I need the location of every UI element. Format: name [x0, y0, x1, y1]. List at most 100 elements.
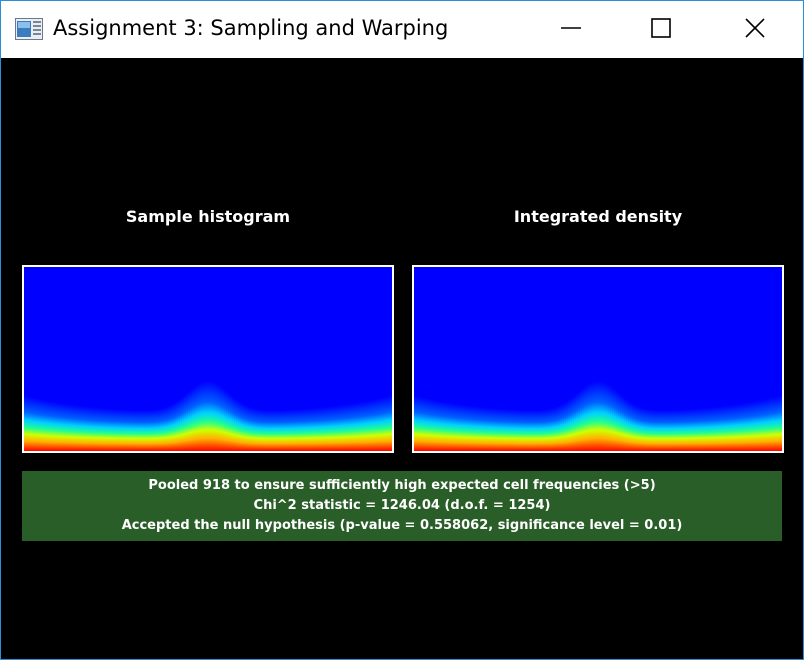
- density-band-column: [346, 404, 349, 451]
- density-band-column: [672, 409, 675, 451]
- density-band-column: [710, 407, 713, 451]
- density-band-column: [262, 409, 265, 451]
- chi-square-statistic: Chi^2 statistic = 1246.04 (d.o.f. = 1254…: [253, 498, 551, 513]
- render-canvas: Sample histogram Integrated density Pool…: [1, 58, 803, 659]
- density-band-column: [256, 408, 259, 451]
- density-band-column: [454, 403, 457, 451]
- density-band-column: [518, 409, 521, 451]
- density-band-column: [148, 409, 151, 451]
- density-band-column: [544, 409, 547, 451]
- density-band-column: [494, 408, 497, 451]
- close-icon: [745, 17, 765, 42]
- density-band-column: [486, 407, 489, 451]
- density-band-column: [570, 398, 573, 451]
- maximize-icon: [651, 17, 671, 42]
- density-band-column: [216, 383, 219, 451]
- density-band-column: [436, 400, 439, 451]
- maximize-button[interactable]: [638, 1, 684, 58]
- sample-histogram-heading: Sample histogram: [125, 207, 291, 226]
- density-band-column: [184, 394, 187, 451]
- density-band-column: [532, 410, 535, 451]
- density-band-column: [432, 399, 435, 451]
- sample-histogram-panel: [22, 265, 394, 453]
- density-band-column: [240, 402, 243, 451]
- density-band-column: [100, 407, 103, 451]
- density-band-column: [732, 404, 735, 451]
- density-band-column: [88, 406, 91, 451]
- density-band-column: [628, 401, 631, 451]
- density-band-column: [522, 409, 525, 451]
- density-band-column: [462, 404, 465, 451]
- density-band-column: [646, 408, 649, 451]
- density-band-column: [114, 408, 117, 451]
- density-band-column: [620, 394, 623, 451]
- density-band-column: [608, 384, 611, 451]
- density-band-column: [428, 398, 431, 451]
- density-band-column: [78, 405, 81, 451]
- density-band-column: [50, 401, 53, 451]
- density-band-column: [664, 410, 667, 451]
- density-band-column: [144, 410, 147, 451]
- density-band-column: [152, 409, 155, 451]
- density-band-column: [272, 410, 275, 451]
- density-band-column: [282, 409, 285, 451]
- density-band-column: [210, 381, 213, 451]
- density-band-column: [378, 398, 381, 451]
- density-band-column: [496, 408, 499, 451]
- density-band-column: [190, 389, 193, 451]
- density-band-column: [320, 407, 323, 451]
- density-band-column: [538, 409, 541, 451]
- density-band-column: [348, 403, 351, 451]
- density-band-column: [720, 406, 723, 451]
- chi-square-results: Pooled 918 to ensure sufficiently high e…: [22, 471, 782, 541]
- title-bar[interactable]: Assignment 3: Sampling and Warping: [1, 1, 803, 58]
- close-button[interactable]: [732, 1, 778, 58]
- density-band-column: [264, 409, 267, 451]
- density-band-column: [716, 406, 719, 451]
- density-band-column: [750, 401, 753, 451]
- density-band-column: [722, 405, 725, 451]
- density-band-column: [622, 396, 625, 451]
- density-band-column: [556, 406, 559, 451]
- minimize-button[interactable]: [548, 1, 594, 58]
- density-band-column: [700, 408, 703, 451]
- density-band-column: [290, 409, 293, 451]
- density-band-column: [218, 384, 221, 451]
- density-band-column: [358, 402, 361, 451]
- density-band-column: [34, 397, 37, 451]
- density-band-column: [158, 408, 161, 451]
- density-band-column: [222, 387, 225, 451]
- density-band-column: [652, 409, 655, 451]
- density-band-column: [122, 409, 125, 451]
- density-band-column: [284, 409, 287, 451]
- density-band-column: [502, 408, 505, 451]
- density-band-column: [612, 387, 615, 451]
- density-band-column: [692, 408, 695, 451]
- density-band-column: [354, 402, 357, 451]
- density-band-column: [178, 399, 181, 451]
- window-title: Assignment 3: Sampling and Warping: [53, 16, 449, 40]
- density-band-column: [52, 401, 55, 451]
- density-band-column: [250, 407, 253, 451]
- density-band-column: [636, 405, 639, 451]
- density-band-column: [676, 409, 679, 451]
- density-band-column: [226, 391, 229, 451]
- density-band-column: [120, 409, 123, 451]
- density-band-column: [490, 407, 493, 451]
- density-band-column: [258, 409, 261, 451]
- density-band-column: [58, 402, 61, 451]
- density-band-column: [504, 408, 507, 451]
- density-band-column: [770, 397, 773, 451]
- density-band-column: [196, 384, 199, 451]
- density-band-column: [146, 410, 149, 451]
- density-band-column: [66, 403, 69, 451]
- density-band-column: [638, 406, 641, 451]
- density-band-column: [470, 405, 473, 451]
- density-band-column: [126, 409, 129, 451]
- density-band-column: [48, 400, 51, 451]
- density-band-column: [308, 408, 311, 451]
- density-band-column: [626, 399, 629, 451]
- density-band-column: [726, 405, 729, 451]
- density-band-column: [730, 404, 733, 451]
- density-band-column: [460, 404, 463, 451]
